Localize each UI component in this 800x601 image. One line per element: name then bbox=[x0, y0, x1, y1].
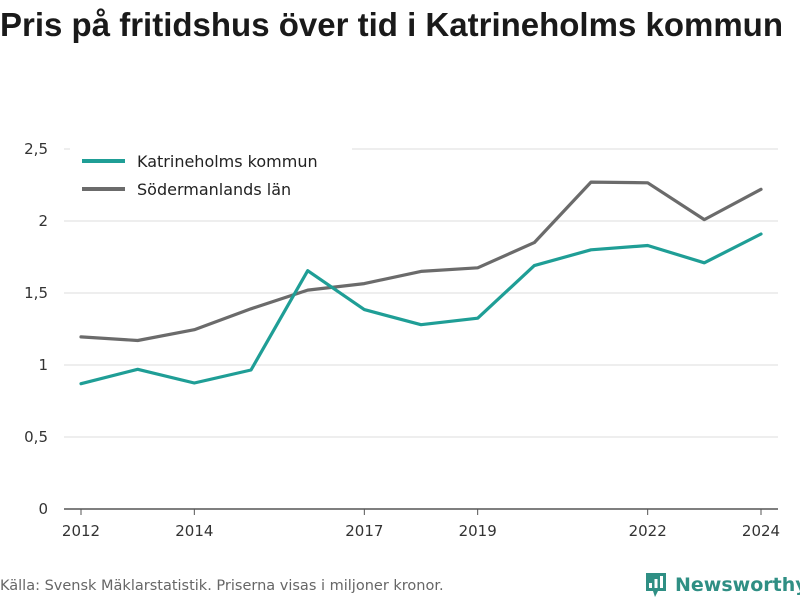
x-tick-label: 2024 bbox=[742, 522, 780, 540]
y-tick-label: 2,5 bbox=[24, 140, 48, 158]
x-tick-label: 2014 bbox=[175, 522, 213, 540]
y-tick-label: 0,5 bbox=[24, 428, 48, 446]
newsworthy-logo-icon bbox=[646, 573, 666, 597]
y-tick-label: 0 bbox=[38, 500, 48, 518]
y-axis-ticks: 0 0,5 1 1,5 2 2,5 bbox=[24, 140, 48, 518]
source-note: Källa: Svensk Mäklarstatistik. Priserna … bbox=[0, 578, 444, 594]
x-tick-label: 2019 bbox=[459, 522, 497, 540]
series-line bbox=[79, 232, 763, 386]
y-tick-label: 2 bbox=[38, 212, 48, 230]
grid-lines bbox=[64, 148, 778, 510]
x-tick-label: 2022 bbox=[629, 522, 667, 540]
legend: Katrineholms kommun Södermanlands län bbox=[70, 146, 352, 206]
y-tick-label: 1 bbox=[38, 356, 48, 374]
series-lines bbox=[79, 180, 763, 386]
x-tick-label: 2017 bbox=[345, 522, 383, 540]
y-tick-label: 1,5 bbox=[24, 284, 48, 302]
legend-label: Katrineholms kommun bbox=[137, 152, 318, 171]
x-axis-ticks: 2012 2014 2017 2019 2022 2024 bbox=[62, 509, 780, 540]
series-line bbox=[79, 180, 763, 343]
x-tick-label: 2012 bbox=[62, 522, 100, 540]
legend-label: Södermanlands län bbox=[137, 180, 291, 199]
brand-logo: Newsworthy bbox=[644, 569, 800, 601]
brand-name: Newsworthy bbox=[675, 574, 800, 596]
chart-title: Pris på fritidshus över tid i Katrinehol… bbox=[0, 6, 783, 43]
legend-background bbox=[70, 146, 352, 206]
